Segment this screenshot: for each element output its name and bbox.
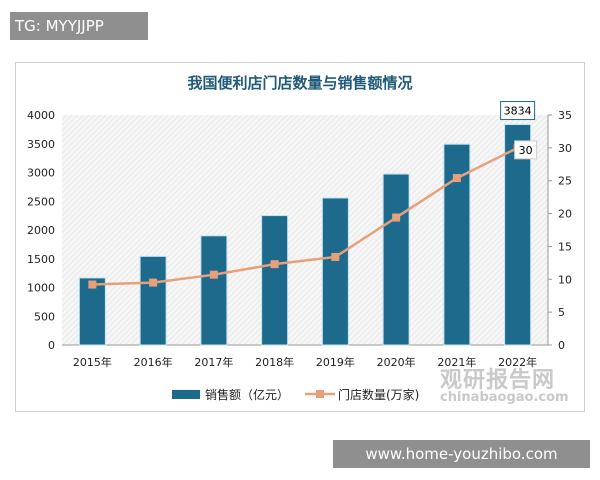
x-tick-label: 2016年 <box>134 355 173 369</box>
line-marker <box>452 174 461 183</box>
plot-background <box>62 115 548 345</box>
bar <box>200 235 228 346</box>
right-tick-label: 30 <box>558 142 572 155</box>
watermark-top: TG: MYYJJPP <box>10 12 148 40</box>
line-data-label: 30 <box>519 144 533 157</box>
bar <box>321 197 349 346</box>
left-tick-label: 3500 <box>27 138 55 151</box>
line-label-box <box>514 140 538 160</box>
line-marker <box>88 280 97 289</box>
chinabaogao-logo: 观研报告网 chinabaogao.com <box>440 368 569 405</box>
left-tick-label: 2500 <box>27 195 55 208</box>
line-series <box>92 146 519 286</box>
x-tick-label: 2017年 <box>194 355 233 369</box>
x-tick-label: 2020年 <box>377 355 416 369</box>
x-tick-label: 2015年 <box>73 355 112 369</box>
right-tick-label: 15 <box>558 240 572 253</box>
legend-bar-label: 销售额（亿元） <box>205 387 289 402</box>
legend-bar-swatch <box>172 390 200 399</box>
line-marker <box>209 270 218 279</box>
line-marker <box>331 252 340 261</box>
bar <box>139 255 167 346</box>
right-tick-label: 25 <box>558 175 572 188</box>
bar <box>504 124 532 346</box>
bar-label-box <box>500 101 536 121</box>
left-tick-label: 2000 <box>27 224 55 237</box>
left-tick-label: 1000 <box>27 282 55 295</box>
line-marker <box>270 260 279 269</box>
legend-line-label: 门店数量(万家) <box>338 387 419 402</box>
legend-line-marker <box>316 390 324 398</box>
right-tick-label: 10 <box>558 273 572 286</box>
bar <box>261 215 289 346</box>
bar <box>382 173 410 346</box>
x-tick-label: 2018年 <box>255 355 294 369</box>
right-tick-label: 0 <box>558 339 565 352</box>
bar-data-label: 3834 <box>504 105 532 118</box>
right-tick-label: 5 <box>558 306 565 319</box>
right-tick-label: 35 <box>558 109 572 122</box>
x-tick-label: 2021年 <box>437 355 476 369</box>
watermark-bottom: www.home-youzhibo.com <box>333 440 590 468</box>
left-tick-label: 1500 <box>27 253 55 266</box>
right-tick-label: 20 <box>558 208 572 221</box>
left-tick-label: 3000 <box>27 167 55 180</box>
bar <box>78 277 106 346</box>
chart-title: 我国便利店门店数量与销售额情况 <box>187 74 413 92</box>
chart-frame <box>15 62 585 412</box>
x-tick-label: 2022年 <box>498 355 537 369</box>
left-tick-label: 0 <box>48 339 55 352</box>
left-tick-label: 4000 <box>27 109 55 122</box>
line-marker <box>392 213 401 222</box>
line-marker <box>149 278 158 287</box>
left-tick-label: 500 <box>34 310 55 323</box>
x-tick-label: 2019年 <box>316 355 355 369</box>
